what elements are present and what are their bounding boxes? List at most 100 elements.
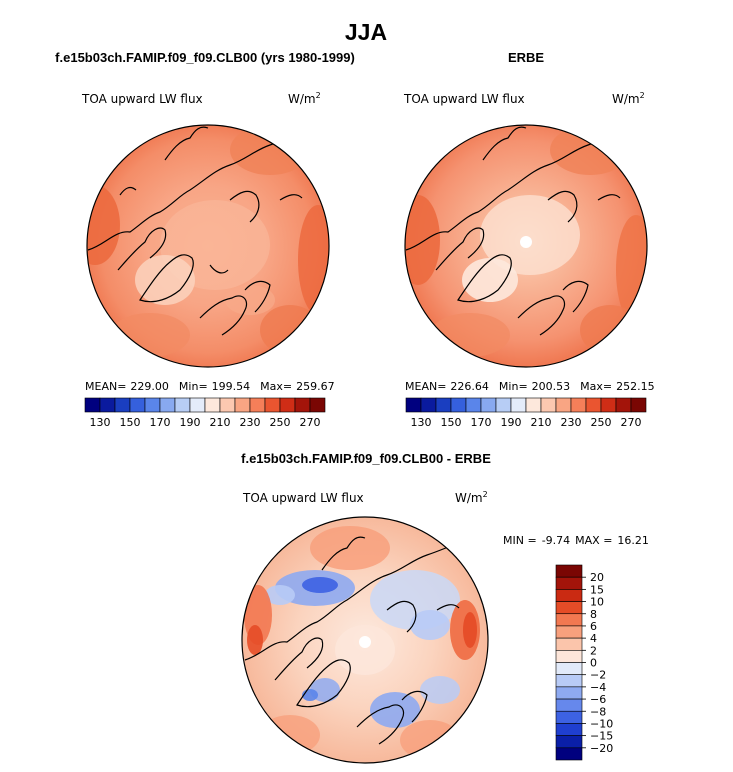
plot-obs-units: W/m2 (612, 91, 645, 106)
colorbar-2-tick-label: −6 (590, 693, 606, 706)
colorbar-0-box (114, 397, 131, 413)
colorbar-2-box (555, 625, 583, 639)
colorbar-1-box (495, 397, 512, 413)
colorbar-1-box (525, 397, 542, 413)
colorbar-0-box (99, 397, 116, 413)
plot-diff-stats: MIN = -9.74 MAX = 16.21 (503, 534, 649, 547)
colorbar-1-tick-label: 190 (501, 416, 522, 429)
plot-diff-max-label: MAX = (575, 534, 612, 547)
colorbar-1-box (540, 397, 557, 413)
colorbar-2-tick-label: −20 (590, 742, 613, 755)
plot-model-units-exp: 2 (316, 91, 321, 100)
colorbar-1-box (585, 397, 602, 413)
colorbar-1-tick-label: 230 (561, 416, 582, 429)
colorbar-1-box (480, 397, 497, 413)
plot-obs-variable: TOA upward LW flux (403, 92, 525, 106)
colorbar-0-box (219, 397, 236, 413)
colorbar-0-tick-label: 170 (150, 416, 171, 429)
plot-obs-coastlines (405, 126, 624, 336)
colorbar-2-box (555, 710, 583, 724)
plot-diff: f.e15b03ch.FAMIP.f09_f09.CLB00 - ERBE TO… (241, 451, 649, 764)
colorbar-2-box (555, 613, 583, 627)
colorbar-2-tick-label: 4 (590, 632, 597, 645)
colorbar-2-tick-label: 6 (590, 620, 597, 633)
plot-model-coastlines (87, 126, 306, 336)
colorbar-0-tick-label: 190 (180, 416, 201, 429)
plot-model-max: 259.67 (296, 380, 335, 393)
plot-model-max-label: Max= (260, 380, 292, 393)
plot-obs-boundary (404, 124, 648, 368)
plot-model-field (87, 125, 329, 367)
plot-obs-units-exp: 2 (640, 91, 645, 100)
plot-model-mean-label: MEAN= (85, 380, 126, 393)
plot-diff-min-label: MIN = (503, 534, 537, 547)
plot-diff-units: W/m2 (455, 490, 488, 505)
colorbar-0-box (234, 397, 251, 413)
colorbar-0-box (84, 397, 101, 413)
colorbar-2-box (555, 637, 583, 651)
colorbar-1-box (465, 397, 482, 413)
colorbar-0-box (144, 397, 161, 413)
plot-obs: ERBE TOA upward LW flux W/m2 MEAN= 226.64… (403, 50, 655, 429)
plot-obs-max-label: Max= (580, 380, 612, 393)
plot-obs-min: 200.53 (532, 380, 571, 393)
plot-model-stats: MEAN= 229.00 Min= 199.54 Max= 259.67 (85, 380, 335, 393)
colorbar-2-box (555, 698, 583, 712)
colorbar-2-tick-label: 0 (590, 657, 597, 670)
plot-obs-units-base: W/m (612, 92, 640, 106)
colorbar-2-tick-label: −4 (590, 681, 606, 694)
plot-obs-max: 252.15 (616, 380, 655, 393)
plot-model-min: 199.54 (212, 380, 251, 393)
colorbar-1-box (555, 397, 572, 413)
plot-diff-title: f.e15b03ch.FAMIP.f09_f09.CLB00 - ERBE (241, 451, 491, 466)
colorbar-2-box (555, 564, 583, 578)
plot-diff-units-base: W/m (455, 491, 483, 505)
plot-model-title: f.e15b03ch.FAMIP.f09_f09.CLB00 (yrs 1980… (55, 50, 355, 65)
plot-diff-coastlines (244, 536, 463, 745)
colorbar-1-box (600, 397, 617, 413)
colorbar-2-tick-label: 8 (590, 608, 597, 621)
plot-model-colorbar: 130 150 170 190 210 230 250 270 (84, 397, 326, 429)
colorbar-2-box (555, 686, 583, 700)
colorbar-0-tick-label: 250 (270, 416, 291, 429)
plot-obs-min-label: Min= (499, 380, 528, 393)
colorbar-0-tick-label: 230 (240, 416, 261, 429)
plot-obs-pole-mask (520, 236, 532, 248)
colorbar-2-tick-label: 10 (590, 596, 604, 609)
colorbar-0-box (189, 397, 206, 413)
colorbar-2-tick-label: 2 (590, 644, 597, 657)
colorbar-0-box (294, 397, 311, 413)
plot-model-units-base: W/m (288, 92, 316, 106)
plot-diff-boundary (241, 516, 489, 764)
colorbar-2-box (555, 735, 583, 749)
colorbar-1-box (570, 397, 587, 413)
colorbar-1-tick-label: 150 (441, 416, 462, 429)
colorbar-0-box (204, 397, 221, 413)
colorbar-0-tick-label: 130 (90, 416, 111, 429)
plot-obs-colorbar: 130 150 170 190 210 230 250 270 (405, 397, 647, 429)
colorbar-0-tick-label: 210 (210, 416, 231, 429)
colorbar-2-tick-label: −15 (590, 730, 613, 743)
colorbar-1-box (450, 397, 467, 413)
colorbar-2-box (555, 601, 583, 615)
colorbar-1-box (405, 397, 422, 413)
colorbar-2-box (555, 576, 583, 590)
plot-diff-variable: TOA upward LW flux (242, 491, 364, 505)
colorbar-0-box (174, 397, 191, 413)
colorbar-2-box (555, 674, 583, 688)
plot-obs-mean: 226.64 (450, 380, 489, 393)
plot-diff-min: -9.74 (542, 534, 570, 547)
plot-model-variable: TOA upward LW flux (81, 92, 203, 106)
colorbar-2-box (555, 723, 583, 736)
colorbar-0-box (249, 397, 266, 413)
colorbar-2-tick-label: 15 (590, 583, 604, 596)
colorbar-1-tick-label: 130 (411, 416, 432, 429)
colorbar-2-tick-label: 20 (590, 571, 604, 584)
plot-model-min-label: Min= (179, 380, 208, 393)
plot-diff-pole-mask (359, 636, 371, 648)
colorbar-0-box (129, 397, 146, 413)
colorbar-1-tick-label: 170 (471, 416, 492, 429)
page-title: JJA (345, 19, 387, 45)
plot-diff-max: 16.21 (617, 534, 649, 547)
